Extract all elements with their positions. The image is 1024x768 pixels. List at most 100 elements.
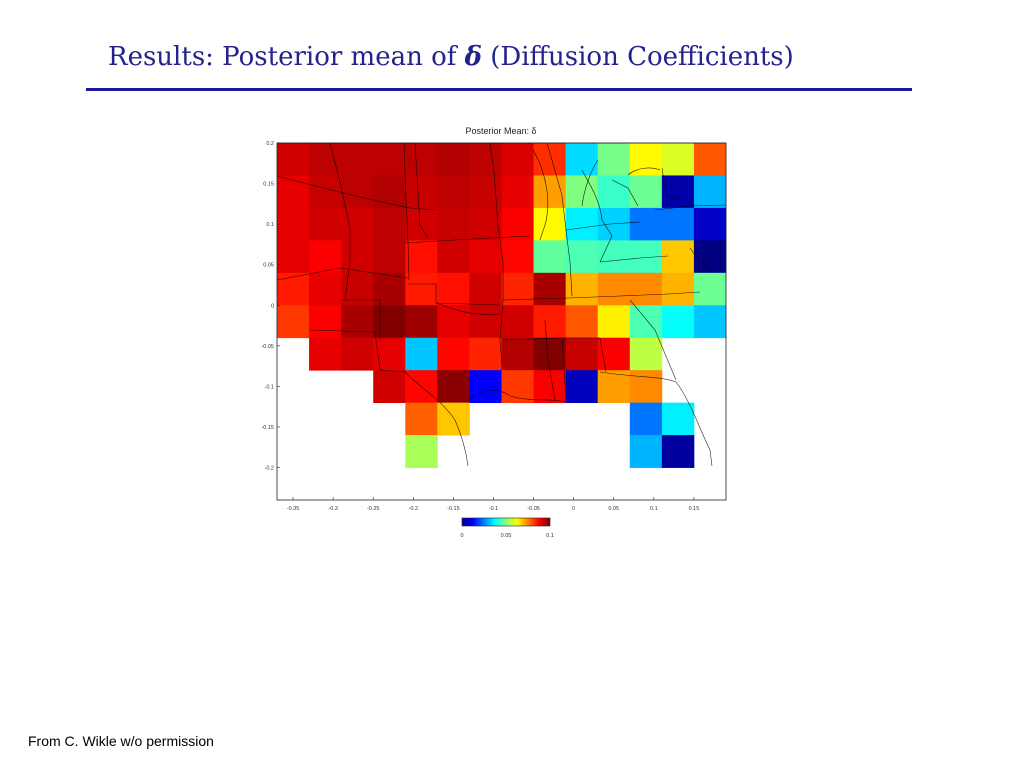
heatmap-cell [533,175,567,209]
heatmap-cell [277,207,310,241]
heatmap-cell [373,272,406,306]
heatmap-cell [629,175,663,209]
heatmap-cell [437,143,470,176]
heatmap-cell [405,207,438,241]
y-tick-label: 0.2 [266,141,274,147]
heatmap-cell [373,143,406,176]
heatmap-cell [693,272,727,306]
x-tick-label: -0.1 [489,506,498,512]
heatmap-cell [341,143,374,176]
heatmap-cell [277,240,310,274]
heatmap-cell [469,143,502,176]
heatmap-cell [309,337,342,371]
heatmap-cell [533,240,567,274]
colorbar-tick-labels: 0 0.05 0.1 [460,533,553,539]
y-tick-label: -0.05 [261,344,274,350]
heatmap-cell [437,370,470,404]
heatmap-cell [437,337,470,371]
heatmap-cell [405,272,438,306]
heatmap-cell [405,305,438,339]
heatmap-cell [597,305,631,339]
heatmap-cell [661,272,695,306]
x-tick-label: -0.35 [287,506,300,512]
x-tick-label: 0.1 [650,506,658,512]
heatmap-cell [533,370,567,404]
heatmap-cell [437,305,470,339]
heatmap-cell [661,143,695,176]
heatmap-cell [661,175,695,209]
heatmap-cell [693,175,727,209]
heatmap-cell [373,337,406,371]
heatmap-cell [501,240,534,274]
heatmap-cell [597,240,631,274]
y-tick-label: 0 [271,303,274,309]
heatmap-cell [565,143,599,176]
x-tick-label: 0.15 [689,506,700,512]
y-tick-label: -0.1 [265,384,274,390]
heatmap-cell [533,305,567,339]
heatmap-cell [629,402,663,436]
heatmap-cell [309,207,342,241]
x-tick-label: 0 [572,506,575,512]
heatmap-cell [597,370,631,404]
heatmap-cell [469,370,502,404]
chart-title: Posterior Mean: δ [465,126,536,136]
heatmap-cell [629,370,663,404]
chart-axes [276,142,727,501]
heatmap-cell [661,435,695,468]
footer-credit: From C. Wikle w/o permission [28,733,214,749]
heatmap-cell [565,272,599,306]
heatmap-cell [469,175,502,209]
heatmap-cell [309,272,342,306]
heatmap-cell [309,143,342,176]
heatmap-cell [693,207,727,241]
heatmap-cell [437,175,470,209]
heatmap-cell [661,240,695,274]
heatmap-cell [629,435,663,468]
colorbar-tick-label: 0 [460,533,463,539]
x-tick-labels: -0.35 -0.3 -0.25 -0.2 -0.15 -0.1 -0.05 0 0.05 0.1… [287,497,700,512]
heatmap-cell [405,175,438,209]
heatmap-cell [533,272,567,306]
heatmap-cell [565,207,599,241]
x-tick-label: -0.05 [527,506,540,512]
heatmap-cell [661,402,695,436]
x-tick-label: -0.25 [367,506,380,512]
heatmap-cell [341,240,374,274]
heatmap-cell [501,305,534,339]
heatmap-cell [437,240,470,274]
heatmap-cell [405,240,438,274]
heatmap-cell [309,175,342,209]
heatmap-cell [501,143,534,176]
heatmap-cell [469,337,502,371]
heatmap-cell [373,370,406,404]
colorbar [461,517,551,527]
heatmap-cell [533,337,567,371]
heatmap-cell [533,143,567,176]
y-tick-labels: 0.2 0.15 0.1 0.05 0 -0.05 -0.1 -0.15 -0.2 [261,141,280,472]
heatmap-cell [565,175,599,209]
colorbar-tick-label: 0.05 [501,533,512,539]
heatmap-cell [693,240,727,274]
heatmap-cell [629,207,663,241]
x-tick-label: -0.3 [328,506,337,512]
heatmap-cell [629,337,663,371]
colorbar-tick-label: 0.1 [546,533,554,539]
heatmap-cell [597,272,631,306]
heatmap-cell [341,207,374,241]
heatmap-cell [501,337,534,371]
heatmap-cell [629,272,663,306]
heatmap-cell [373,207,406,241]
heatmap-cell [565,337,599,371]
heatmap-cell [469,207,502,241]
heatmap-cell [373,305,406,339]
heatmap-cell [373,240,406,274]
heatmap-cell [501,175,534,209]
heatmap-cell [437,402,470,436]
heatmap-cell [597,175,631,209]
heatmap-cell [405,435,438,468]
heatmap-cell [469,240,502,274]
heatmap-cell [405,143,438,176]
heatmap-cell [501,207,534,241]
x-tick-label: 0.05 [608,506,619,512]
